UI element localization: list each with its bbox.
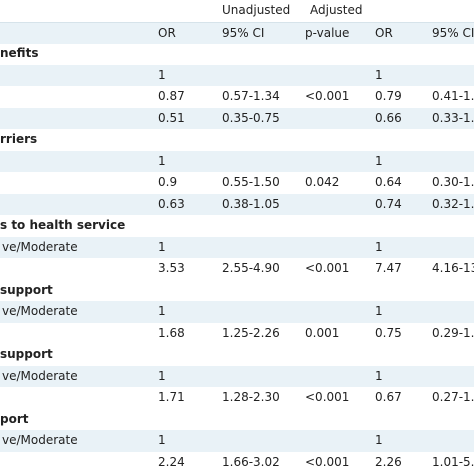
cell: 0.51 — [158, 110, 185, 125]
data-row: 0.87 0.57-1.34 <0.001 0.79 0.41-1. — [0, 86, 474, 108]
column-header: 95% CI — [432, 25, 474, 40]
cell: 1 — [375, 67, 383, 82]
cell: 0.001 — [305, 325, 340, 340]
section-label: port — [0, 411, 29, 426]
section-label: support — [0, 347, 53, 361]
cell: ve/Moderate — [2, 368, 78, 383]
cell: 1.28-2.30 — [222, 390, 280, 404]
section-row: support — [0, 344, 474, 366]
cell: 1 — [158, 433, 166, 447]
cell: <0.001 — [305, 390, 350, 404]
group-header-row: Unadjusted Adjusted — [0, 0, 474, 22]
section-row: rriers — [0, 129, 474, 151]
column-header: OR — [158, 25, 176, 40]
data-row: 3.53 2.55-4.90 <0.001 7.47 4.16-13 — [0, 258, 474, 280]
cell: 0.75 — [375, 325, 402, 340]
data-row: ve/Moderate 1 1 — [0, 365, 474, 387]
cell: 1 — [375, 368, 383, 383]
cell: 0.29-1. — [432, 325, 474, 340]
cell: 1 — [158, 67, 166, 82]
data-row: 0.63 0.38-1.05 0.74 0.32-1. — [0, 193, 474, 215]
column-header: OR — [375, 25, 393, 40]
section-row: nefits — [0, 43, 474, 65]
data-row: 1.71 1.28-2.30 <0.001 0.67 0.27-1. — [0, 387, 474, 409]
cell: 0.35-0.75 — [222, 110, 280, 125]
cell: 1.66-3.02 — [222, 454, 280, 469]
cell: 1 — [158, 368, 166, 383]
cell: 2.26 — [375, 454, 402, 469]
section-label: s to health service — [0, 218, 126, 232]
cell: 0.87 — [158, 89, 185, 103]
cell: <0.001 — [305, 261, 350, 275]
group-header: Unadjusted — [222, 3, 291, 17]
cell: 2.55-4.90 — [222, 261, 280, 275]
cell: ve/Moderate — [2, 433, 78, 447]
cell: 1.68 — [158, 325, 185, 340]
cell: 1.71 — [158, 390, 185, 404]
cell: 0.27-1. — [432, 390, 474, 404]
cell: 1 — [375, 153, 383, 168]
cell: 0.38-1.05 — [222, 196, 280, 211]
data-row: ve/Moderate 1 1 — [0, 301, 474, 323]
data-row: 2.24 1.66-3.02 <0.001 2.26 1.01-5. — [0, 452, 474, 474]
section-row: support — [0, 280, 474, 302]
cell: 0.74 — [375, 196, 402, 211]
cell: 1 — [375, 304, 383, 318]
section-label: nefits — [0, 46, 39, 60]
cell: ve/Moderate — [2, 239, 78, 254]
cell: 0.32-1. — [432, 196, 474, 211]
cell: 4.16-13 — [432, 261, 474, 275]
cell: 0.55-1.50 — [222, 175, 280, 189]
cell: 1 — [375, 433, 383, 447]
cell: ve/Moderate — [2, 304, 78, 318]
cell: 0.33-1. — [432, 110, 474, 125]
cell: 0.64 — [375, 175, 402, 189]
cell: 0.67 — [375, 390, 402, 404]
section-row: s to health service — [0, 215, 474, 237]
cell: 1.01-5. — [432, 454, 474, 469]
cell: 0.41-1. — [432, 89, 474, 103]
column-header: p-value — [305, 25, 350, 40]
column-header-row: OR 95% CI p-value OR 95% CI — [0, 21, 474, 44]
cell: 1 — [375, 239, 383, 254]
cell: 1 — [158, 239, 166, 254]
cell: 3.53 — [158, 261, 185, 275]
cell: <0.001 — [305, 454, 350, 469]
data-row: 0.51 0.35-0.75 0.66 0.33-1. — [0, 107, 474, 129]
section-row: port — [0, 409, 474, 431]
cell: 1 — [158, 304, 166, 318]
cell: 1.25-2.26 — [222, 325, 280, 340]
cell: 0.30-1. — [432, 175, 474, 189]
cell: 0.63 — [158, 196, 185, 211]
cell: 7.47 — [375, 261, 402, 275]
section-label: support — [0, 282, 53, 297]
cell: 0.042 — [305, 175, 340, 189]
data-row: 0.9 0.55-1.50 0.042 0.64 0.30-1. — [0, 172, 474, 194]
data-row: 1.68 1.25-2.26 0.001 0.75 0.29-1. — [0, 323, 474, 345]
column-header: 95% CI — [222, 25, 265, 40]
cell: 0.57-1.34 — [222, 89, 280, 103]
group-header: Adjusted — [310, 3, 363, 17]
cell: 1 — [158, 153, 166, 168]
section-label: rriers — [0, 132, 38, 146]
cell: 0.79 — [375, 89, 402, 103]
cell: 2.24 — [158, 454, 185, 469]
cell: 0.66 — [375, 110, 402, 125]
data-row: ve/Moderate 1 1 — [0, 236, 474, 258]
cell: <0.001 — [305, 89, 350, 103]
cell: 0.9 — [158, 175, 178, 189]
data-row: ve/Moderate 1 1 — [0, 430, 474, 452]
